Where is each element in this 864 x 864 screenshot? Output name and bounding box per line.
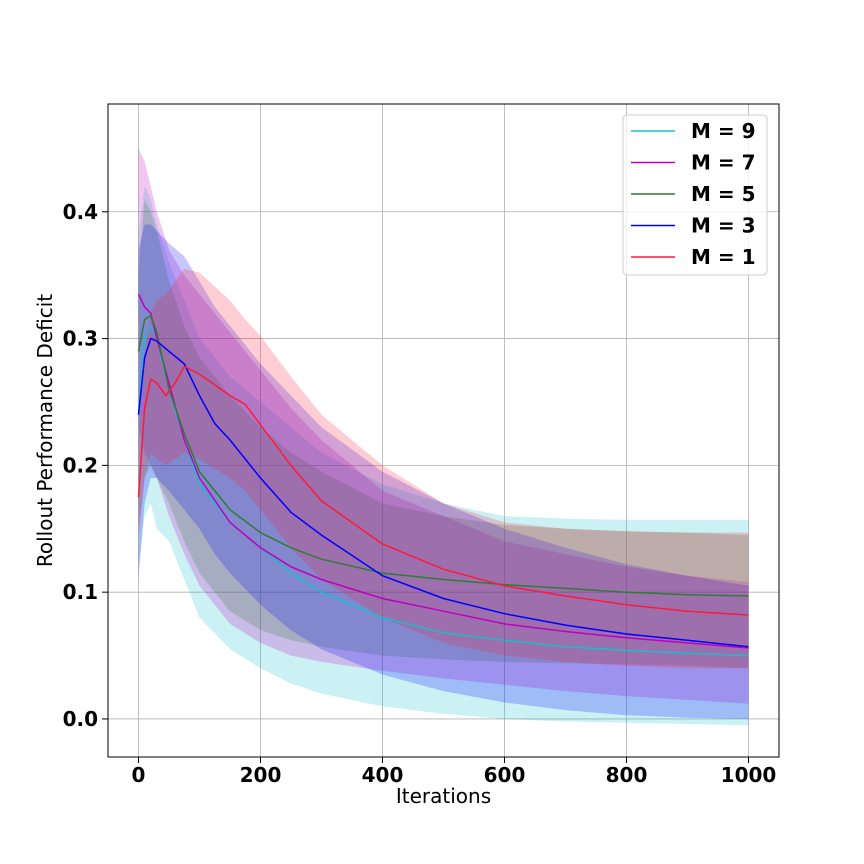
x-tick-label: 200	[240, 763, 282, 787]
x-tick-label: 1000	[721, 763, 777, 787]
y-tick-label: 0.0	[63, 707, 98, 731]
legend-box	[622, 114, 768, 276]
legend-label: M = 1	[691, 245, 756, 269]
legend-label: M = 5	[691, 182, 756, 206]
series-line	[137, 365, 749, 616]
plot-frame	[107, 103, 780, 758]
legend-label: M = 9	[691, 119, 756, 143]
y-tick-label: 0.4	[63, 200, 98, 224]
series-line	[137, 337, 749, 648]
legend-label: M = 3	[691, 214, 756, 238]
y-tick-label: 0.3	[63, 327, 98, 351]
axis-ticks: 0 200 400 600 800 1000 0.0 0.1 0.2 0.3 0.4	[63, 200, 777, 787]
confidence-band	[138, 224, 749, 719]
confidence-band	[138, 199, 749, 669]
series-line	[137, 314, 749, 597]
confidence-band	[138, 268, 749, 669]
legend: M = 9 M = 7 M = 5 M = 3 M = 1	[622, 114, 768, 276]
x-tick-label: 0	[132, 763, 146, 787]
y-axis-label: Rollout Performance Deficit	[33, 294, 57, 567]
series-lines	[137, 293, 749, 657]
x-axis-label: Iterations	[396, 784, 491, 808]
series-line	[137, 293, 749, 649]
legend-label: M = 7	[691, 151, 756, 175]
y-tick-label: 0.2	[63, 453, 98, 477]
y-tick-label: 0.1	[63, 580, 98, 604]
x-tick-label: 600	[484, 763, 526, 787]
x-tick-label: 800	[606, 763, 648, 787]
confidence-band	[138, 148, 749, 704]
x-tick-label: 400	[362, 763, 404, 787]
